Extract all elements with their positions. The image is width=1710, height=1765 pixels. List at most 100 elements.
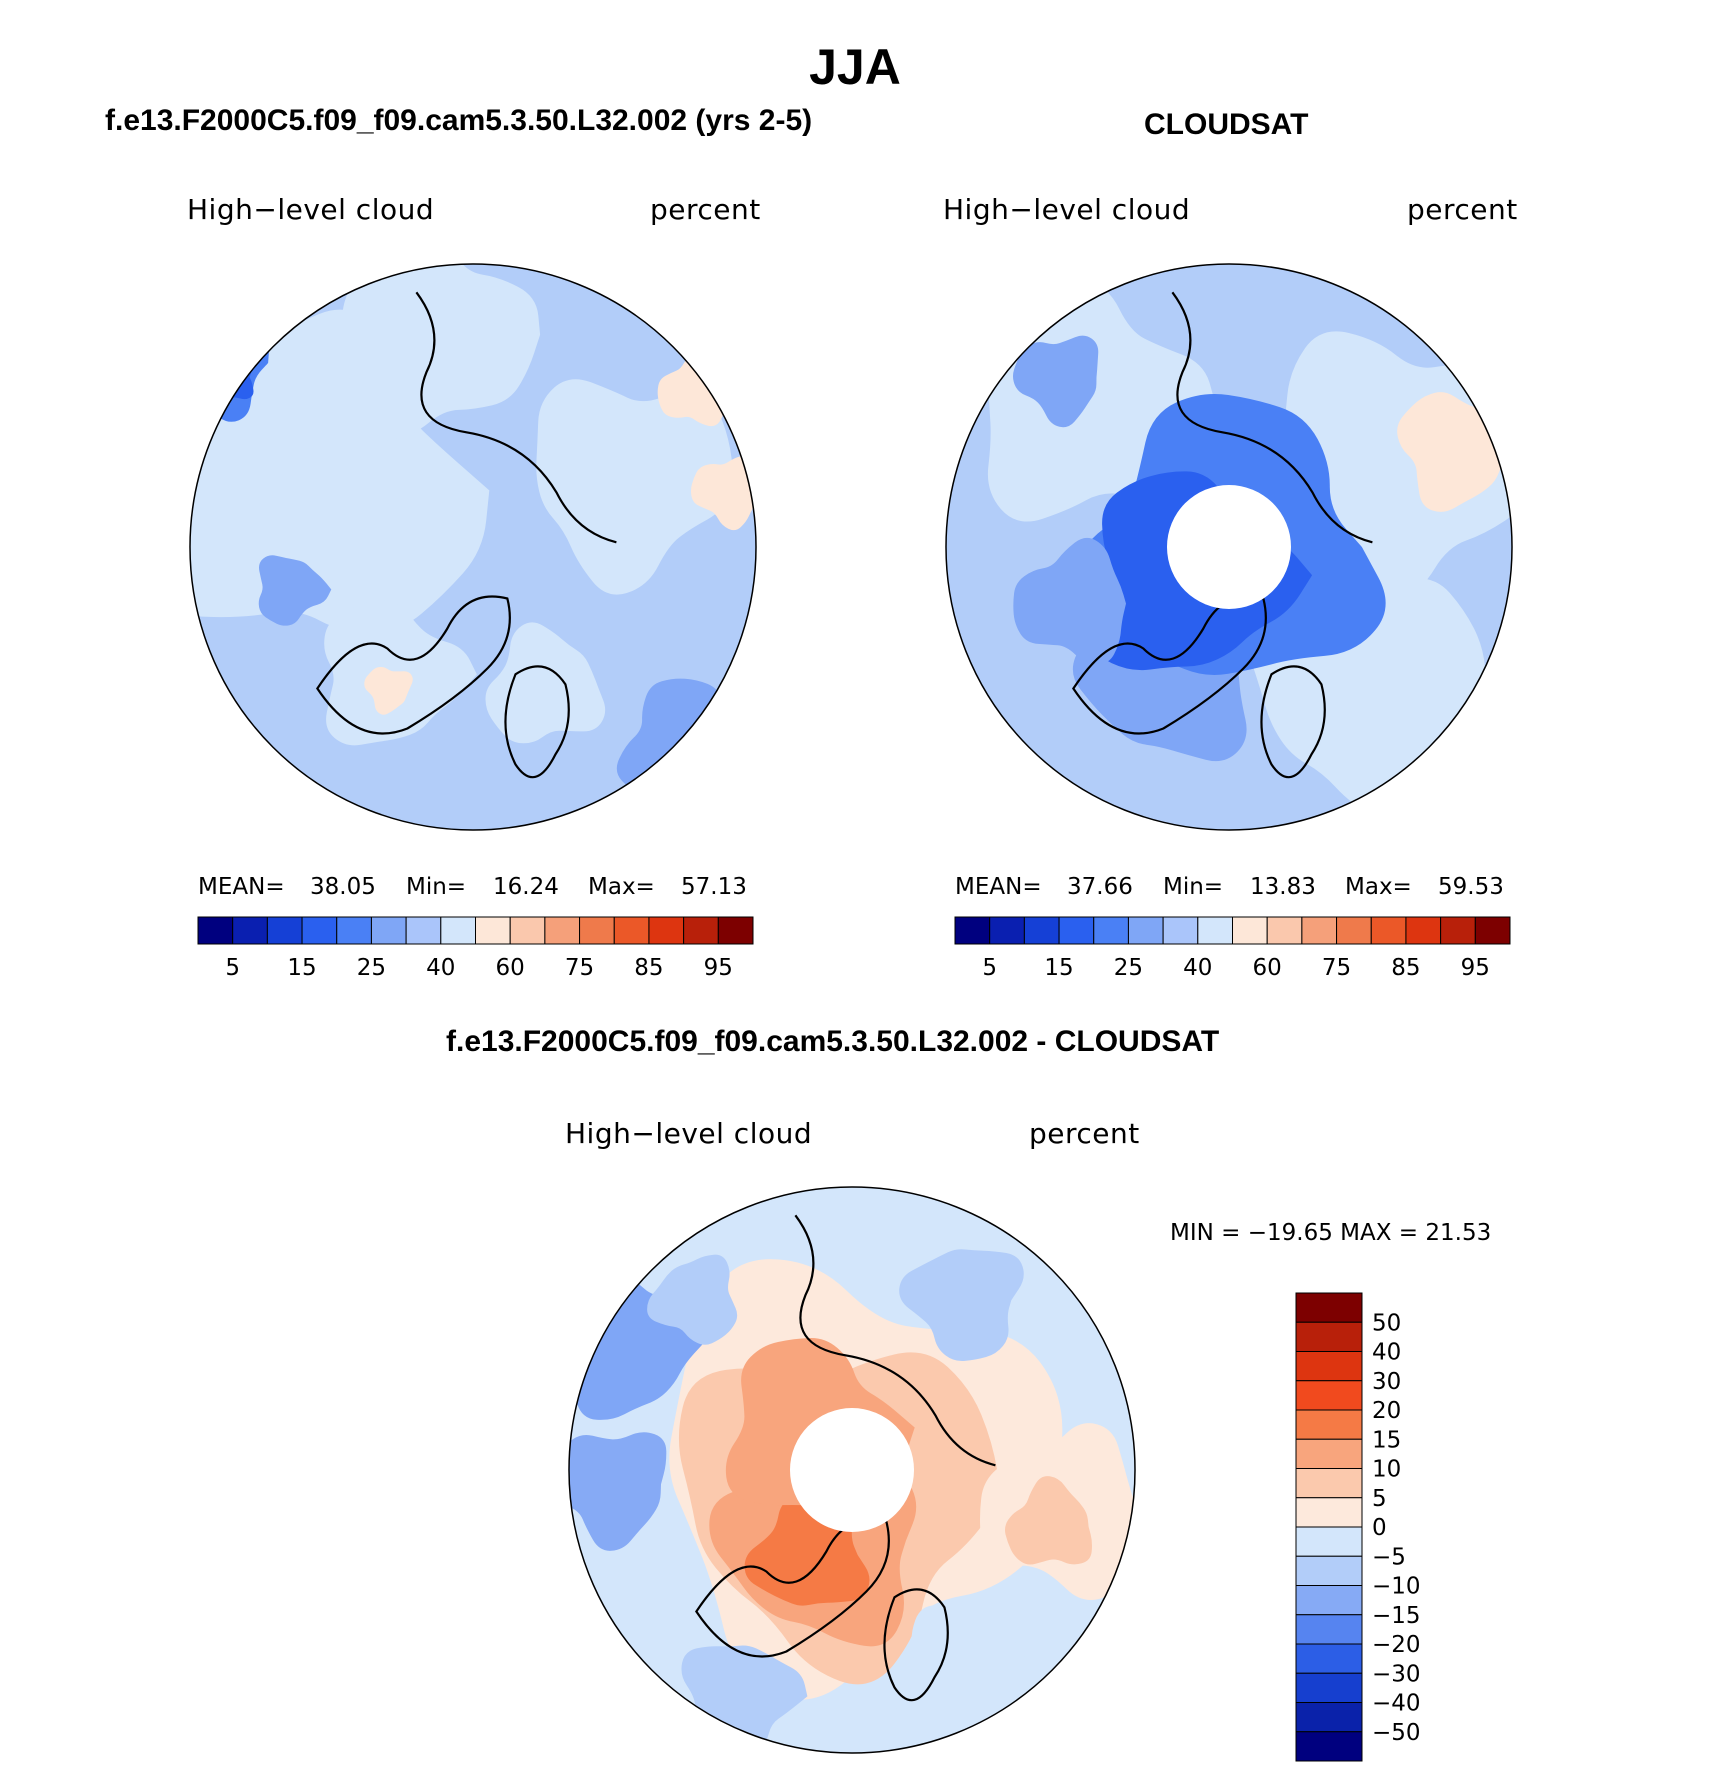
obs-panel-title: CLOUDSAT: [1144, 108, 1309, 141]
colorbar-tick-label: −15: [1372, 1603, 1421, 1629]
colorbar-swatch: [1295, 1672, 1363, 1703]
colorbar-swatch: [1440, 916, 1476, 945]
obs-mean-label: MEAN=: [955, 874, 1042, 900]
contour-region: [485, 622, 606, 744]
contour-region: [569, 1432, 667, 1551]
colorbar-swatch: [1232, 916, 1268, 945]
colorbar-swatch: [336, 916, 372, 945]
colorbar-swatch: [1301, 916, 1338, 945]
page-title: JJA: [809, 39, 901, 95]
colorbar-tick-label: −10: [1372, 1574, 1421, 1600]
colorbar-swatch: [579, 916, 615, 945]
contour-region: [1013, 537, 1126, 664]
colorbar-swatch: [1093, 916, 1129, 945]
colorbar-swatch: [1295, 1585, 1363, 1616]
obs-max-value: 59.53: [1438, 874, 1504, 900]
colorbar-tick-label: 40: [1183, 955, 1212, 981]
missing-data-pole: [1167, 485, 1291, 609]
coastline: [794, 1214, 996, 1467]
colorbar-swatch: [1295, 1555, 1363, 1586]
model-mean-label: MEAN=: [198, 874, 285, 900]
obs-units-label: percent: [1407, 193, 1518, 226]
colorbar-swatch: [1127, 916, 1164, 945]
colorbar-swatch: [1295, 1409, 1363, 1440]
colorbar-swatch: [1295, 1731, 1363, 1762]
colorbar-tick-label: 25: [357, 955, 386, 981]
colorbar-swatch: [1295, 1351, 1363, 1382]
coastline: [415, 291, 617, 544]
diff-minmax-label: MIN = −19.65 MAX = 21.53: [1170, 1220, 1492, 1246]
colorbar-tick-label: 75: [565, 955, 594, 981]
colorbar-swatch: [717, 916, 754, 945]
colorbar-swatch: [1336, 916, 1372, 945]
map-boundary: [568, 1186, 1136, 1754]
colorbar-swatch: [954, 916, 991, 945]
colorbar-swatch: [509, 916, 546, 945]
model-units-label: percent: [650, 193, 761, 226]
colorbar-swatch: [1162, 916, 1199, 945]
map-boundary: [945, 263, 1513, 831]
colorbar-tick-label: −30: [1372, 1661, 1421, 1687]
model-min-value: 16.24: [493, 874, 559, 900]
colorbar-swatch: [1266, 916, 1303, 945]
obs-variable-label: High−level cloud: [943, 193, 1191, 226]
colorbar-swatch: [1295, 1468, 1363, 1499]
colorbar-swatch: [1370, 916, 1407, 945]
model-map: [190, 264, 756, 830]
colorbar-swatch: [683, 916, 719, 945]
colorbar-swatch: [1295, 1614, 1363, 1645]
colorbar-swatch: [1295, 1321, 1363, 1352]
colorbar-swatch: [1295, 1292, 1363, 1323]
coastline: [883, 1588, 949, 1702]
colorbar-swatch: [197, 916, 234, 945]
diff-variable-label: High−level cloud: [565, 1117, 813, 1150]
colorbar-tick-label: 60: [496, 955, 525, 981]
colorbar-swatch: [370, 916, 407, 945]
obs-max-label: Max=: [1345, 874, 1412, 900]
colorbar-tick-label: 60: [1253, 955, 1282, 981]
coastline: [316, 595, 511, 735]
colorbar-swatch: [544, 916, 581, 945]
colorbar-tick-label: 15: [1044, 955, 1073, 981]
model-max-label: Max=: [588, 874, 655, 900]
colorbar-tick-label: 15: [1372, 1427, 1401, 1453]
colorbar-tick-label: 40: [426, 955, 455, 981]
diff-units-label: percent: [1029, 1117, 1140, 1150]
colorbar-tick-label: 50: [1372, 1310, 1401, 1336]
colorbar-tick-label: 85: [634, 955, 663, 981]
diff-panel-title: f.e13.F2000C5.f09_f09.cam5.3.50.L32.002 …: [446, 1025, 1220, 1058]
colorbar-tick-label: 40: [1372, 1340, 1401, 1366]
colorbar-swatch: [1197, 916, 1233, 945]
colorbar-swatch: [475, 916, 511, 945]
model-min-label: Min=: [406, 874, 467, 900]
obs-map: [946, 264, 1512, 830]
colorbar-tick-label: 75: [1322, 955, 1351, 981]
contour-region: [1004, 1476, 1092, 1565]
colorbar-swatch: [613, 916, 650, 945]
colorbar-tick-label: 5: [1372, 1486, 1387, 1512]
colorbar-tick-label: 0: [1372, 1515, 1387, 1541]
contour-region: [536, 379, 734, 595]
model-colorbar: 5 15 25 40 60 75 85 95: [197, 916, 754, 981]
diff-map: [569, 1187, 1135, 1753]
colorbar-swatch: [1474, 916, 1511, 945]
contour-region: [364, 666, 413, 715]
colorbar-swatch: [1405, 916, 1442, 945]
colorbar-tick-label: 5: [225, 955, 240, 981]
colorbar-tick-label: 15: [287, 955, 316, 981]
colorbar-tick-label: 30: [1372, 1369, 1401, 1395]
colorbar-swatch: [405, 916, 442, 945]
colorbar-tick-label: −40: [1372, 1691, 1421, 1717]
contour-region: [690, 455, 756, 531]
colorbar-tick-label: 85: [1391, 955, 1420, 981]
colorbar-tick-label: −20: [1372, 1632, 1421, 1658]
colorbar-swatch: [1295, 1526, 1363, 1557]
missing-data-pole: [790, 1408, 914, 1532]
obs-min-label: Min=: [1163, 874, 1224, 900]
colorbar-tick-label: −5: [1372, 1544, 1406, 1570]
colorbar-swatch: [440, 916, 476, 945]
obs-colorbar: 5 15 25 40 60 75 85 95: [954, 916, 1511, 981]
colorbar-swatch: [1295, 1438, 1363, 1469]
